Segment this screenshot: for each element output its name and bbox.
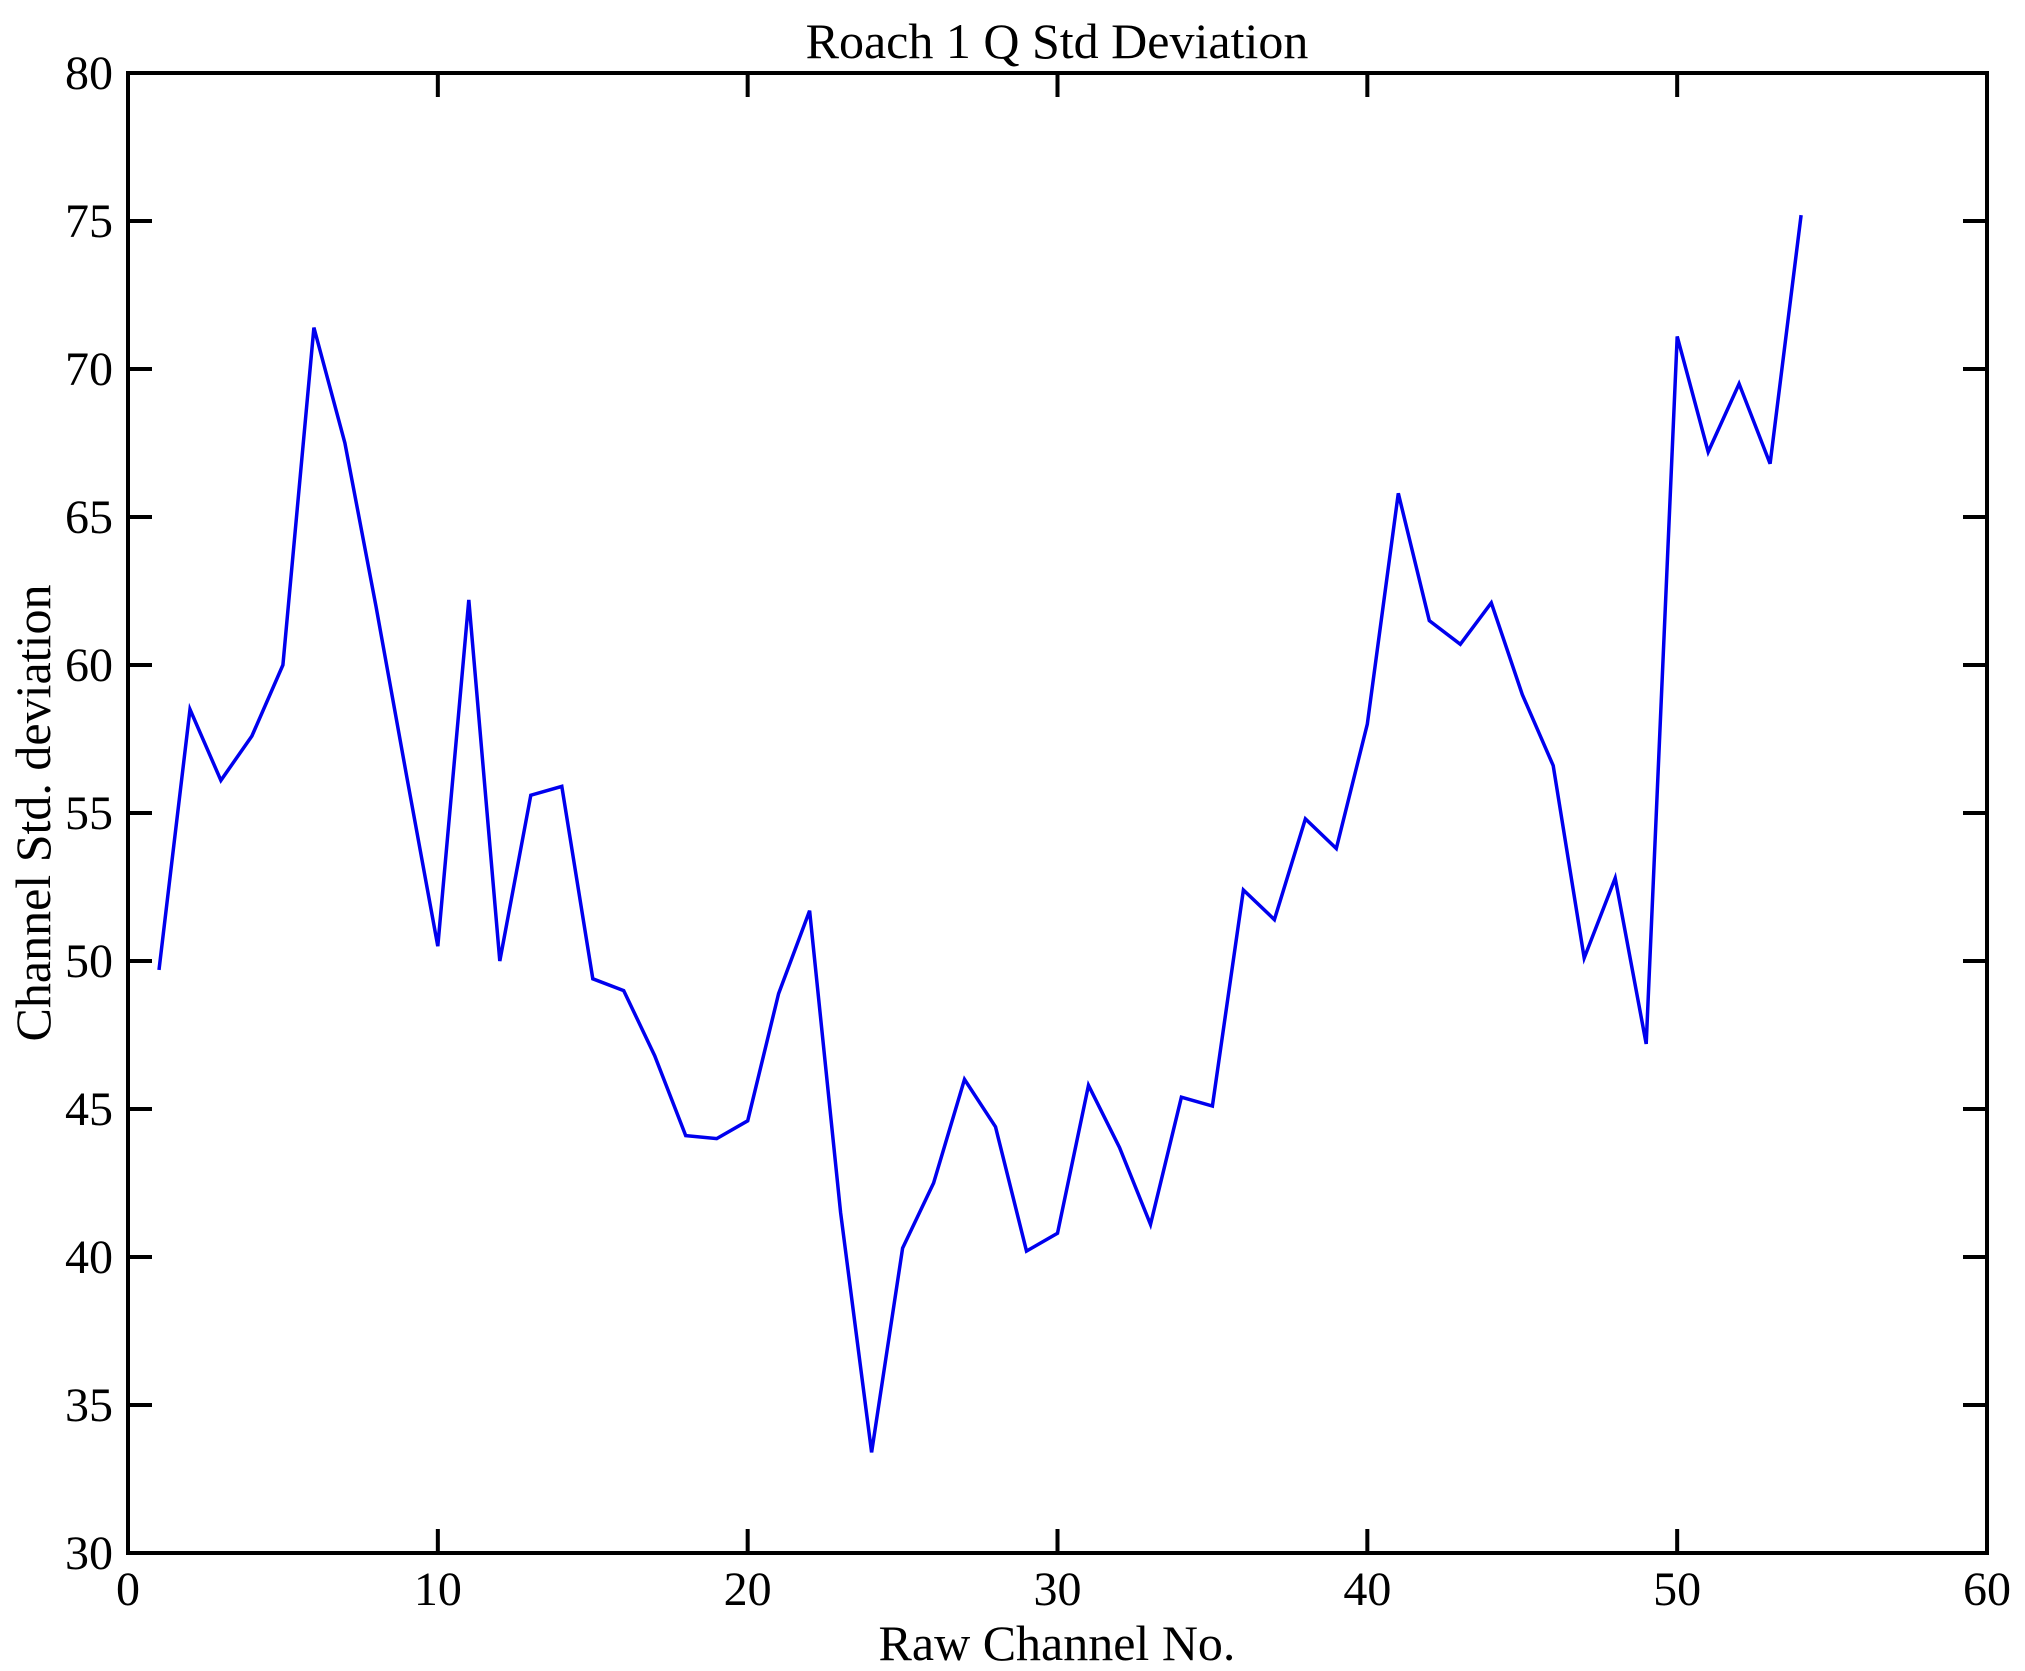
plot-border bbox=[126, 71, 1989, 1555]
x-tick-labels: 0 10 20 30 40 50 60 bbox=[116, 1563, 2011, 1616]
y-tick-label: 65 bbox=[65, 491, 113, 544]
y-tick-labels: 30 35 40 45 50 55 60 65 70 75 80 bbox=[65, 47, 113, 1580]
x-tick-label: 20 bbox=[724, 1563, 772, 1616]
tick-marks bbox=[126, 71, 1989, 1555]
y-tick-label: 70 bbox=[65, 343, 113, 396]
y-tick-label: 55 bbox=[65, 787, 113, 840]
axes-box-group bbox=[126, 71, 1989, 1555]
x-tick-label: 40 bbox=[1343, 1563, 1391, 1616]
y-tick-label: 45 bbox=[65, 1083, 113, 1136]
x-tick-label: 60 bbox=[1963, 1563, 2011, 1616]
y-tick-label: 35 bbox=[65, 1379, 113, 1432]
y-axis-label: Channel Std. deviation bbox=[5, 585, 61, 1042]
x-tick-label: 10 bbox=[414, 1563, 462, 1616]
x-tick-label: 30 bbox=[1034, 1563, 1082, 1616]
y-tick-label: 75 bbox=[65, 195, 113, 248]
y-tick-label: 80 bbox=[65, 47, 113, 100]
y-tick-label: 60 bbox=[65, 639, 113, 692]
y-tick-label: 50 bbox=[65, 935, 113, 988]
x-tick-label: 50 bbox=[1653, 1563, 1701, 1616]
x-axis-label: Raw Channel No. bbox=[879, 1615, 1236, 1671]
data-line bbox=[157, 214, 1803, 1453]
chart-title: Roach 1 Q Std Deviation bbox=[806, 13, 1309, 69]
y-tick-label: 30 bbox=[65, 1527, 113, 1580]
x-tick-label: 0 bbox=[116, 1563, 140, 1616]
y-tick-label: 40 bbox=[65, 1231, 113, 1284]
